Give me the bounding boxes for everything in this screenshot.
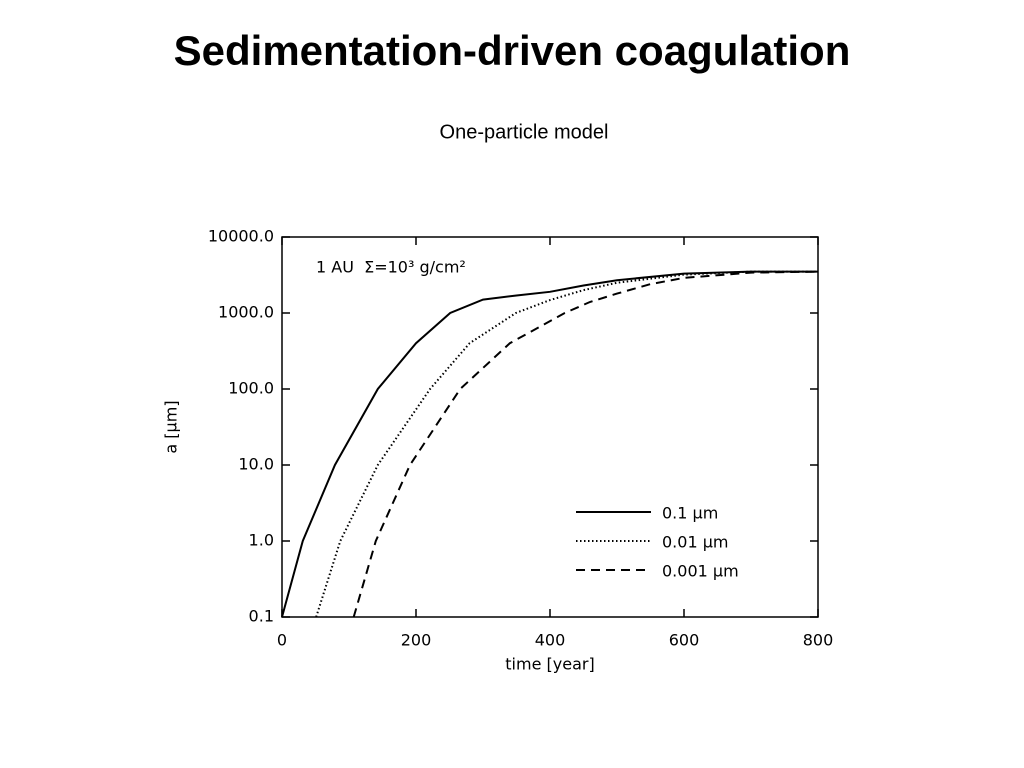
x-tick-label: 0 <box>277 631 287 650</box>
x-axis-label: time [year] <box>505 655 594 674</box>
plot-frame <box>281 236 819 618</box>
legend-label: 0.001 μm <box>662 562 739 581</box>
legend-label: 0.01 μm <box>662 533 728 552</box>
slide-title: Sedimentation-driven coagulation <box>174 27 851 74</box>
data-line <box>281 270 818 618</box>
y-tick-label: 0.1 <box>249 607 274 626</box>
x-tick-label: 400 <box>535 631 566 650</box>
y-tick-label: 100.0 <box>228 379 274 398</box>
y-axis-label: a [μm] <box>162 400 181 453</box>
slide-subtitle: One-particle model <box>440 121 609 143</box>
y-tick-label: 10.0 <box>238 455 274 474</box>
data-line <box>352 270 819 618</box>
annotation: 1 AU Σ=10³ g/cm² <box>316 258 466 277</box>
legend-label: 0.1 μm <box>662 504 718 523</box>
x-tick-label: 600 <box>669 631 700 650</box>
y-tick-label: 10000.0 <box>208 227 274 246</box>
x-tick-label: 800 <box>803 631 834 650</box>
x-tick-label: 200 <box>401 631 432 650</box>
y-tick-label: 1000.0 <box>218 303 274 322</box>
y-tick-label: 1.0 <box>249 531 274 550</box>
data-line <box>315 270 818 618</box>
